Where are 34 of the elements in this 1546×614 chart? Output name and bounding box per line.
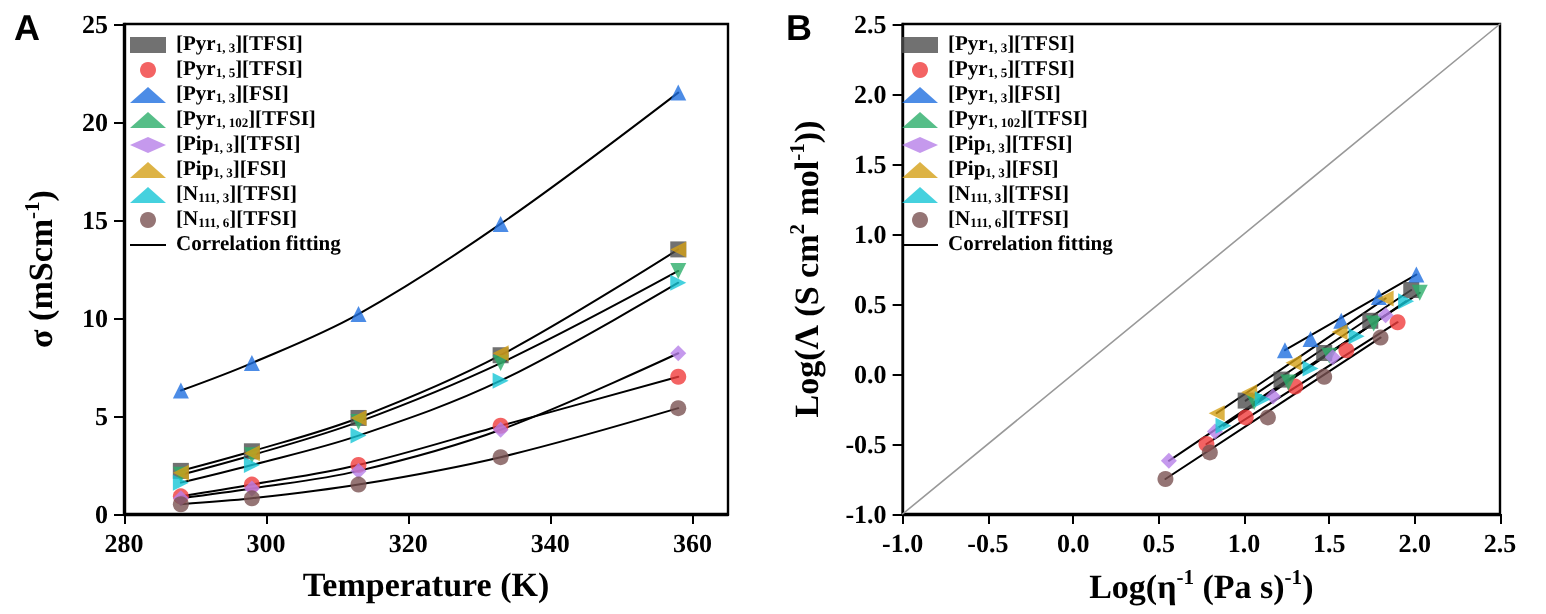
- y-axis-title: Log(Λ (S cm2 mol-1)): [787, 120, 826, 418]
- y-tick-label: 15: [82, 205, 109, 235]
- y-tick-label: 0.5: [854, 289, 888, 319]
- legend-label: Correlation fitting: [176, 234, 343, 256]
- y-tick-label: 1.0: [854, 219, 887, 249]
- y-tick-label: 20: [82, 107, 108, 137]
- y-tick-label: 0: [95, 499, 108, 529]
- x-tick-label: 0.5: [1142, 528, 1176, 558]
- y-tick-label: 25: [82, 9, 109, 39]
- y-tick-label: -1.0: [845, 499, 887, 529]
- x-tick-label: 340: [530, 528, 570, 558]
- x-axis-title: Temperature (K): [302, 566, 550, 604]
- y-tick-label: -0.5: [845, 429, 888, 459]
- chart-title: A: [14, 8, 40, 48]
- x-tick-label: 300: [246, 528, 286, 558]
- y-axis-title: σ (mScm-1): [22, 190, 61, 348]
- chart-title: B: [786, 8, 812, 48]
- y-tick-label: 0.0: [854, 359, 887, 389]
- x-tick-label: 2.5: [1483, 528, 1518, 558]
- y-tick-label: 2.5: [854, 9, 888, 39]
- y-tick-label: 5: [95, 401, 109, 431]
- x-tick-label: 1.0: [1227, 528, 1261, 558]
- x-tick-label: -1.0: [882, 528, 924, 558]
- y-tick-label: 2.0: [854, 79, 887, 109]
- x-tick-label: 320: [388, 528, 428, 558]
- x-tick-label: 360: [672, 528, 712, 558]
- x-tick-label: 2.0: [1398, 528, 1431, 558]
- y-tick-label: 1.5: [854, 149, 888, 179]
- x-tick-label: -0.5: [967, 528, 1010, 558]
- x-tick-label: 280: [104, 528, 144, 558]
- x-tick-label: 0.0: [1057, 528, 1090, 558]
- x-tick-label: 1.5: [1313, 528, 1347, 558]
- legend-label: Correlation fitting: [948, 234, 1115, 256]
- y-tick-label: 10: [82, 303, 108, 333]
